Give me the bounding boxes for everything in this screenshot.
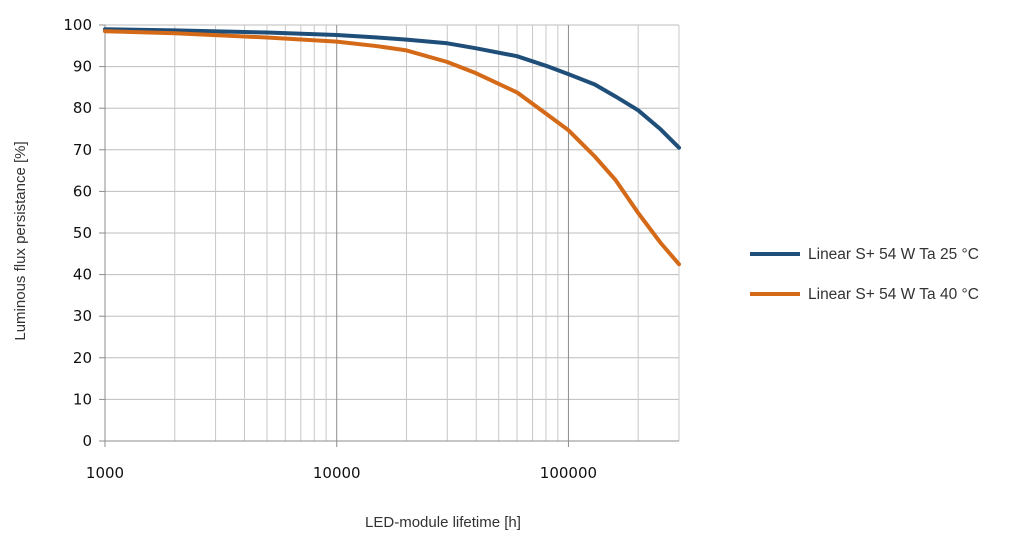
legend-label-2: Linear S+ 54 W Ta 40 °C (808, 286, 979, 303)
y-tick-label: 100 (63, 16, 92, 34)
y-tick-labels: 0 10 20 30 40 50 60 70 80 90 100 (63, 16, 92, 450)
y-tick-label: 60 (73, 182, 92, 200)
legend: Linear S+ 54 W Ta 25 °C Linear S+ 54 W Ta… (750, 246, 979, 303)
series-line-1 (103, 27, 681, 150)
y-tick-label: 0 (82, 432, 92, 450)
y-axis-label: Luminous flux persistance [%] (12, 141, 29, 340)
x-axis-label: LED-module lifetime [h] (365, 514, 521, 531)
y-tick-label: 50 (73, 224, 92, 242)
y-tick-label: 30 (73, 307, 92, 325)
y-tick-label: 80 (73, 99, 92, 117)
y-tick-label: 10 (73, 390, 92, 408)
x-tick-label: 10000 (313, 464, 361, 482)
x-tick-labels: 1000 10000 100000 (86, 464, 597, 482)
series-lines (103, 27, 681, 267)
x-tick-label: 100000 (540, 464, 597, 482)
series-line-2 (103, 29, 681, 267)
y-tick-label: 70 (73, 141, 92, 159)
legend-label-1: Linear S+ 54 W Ta 25 °C (808, 246, 979, 263)
grid (105, 24, 680, 441)
y-tick-label: 90 (73, 58, 92, 76)
y-tick-label: 40 (73, 266, 92, 284)
axes (99, 24, 679, 447)
y-tick-label: 20 (73, 349, 92, 367)
x-tick-label: 1000 (86, 464, 124, 482)
